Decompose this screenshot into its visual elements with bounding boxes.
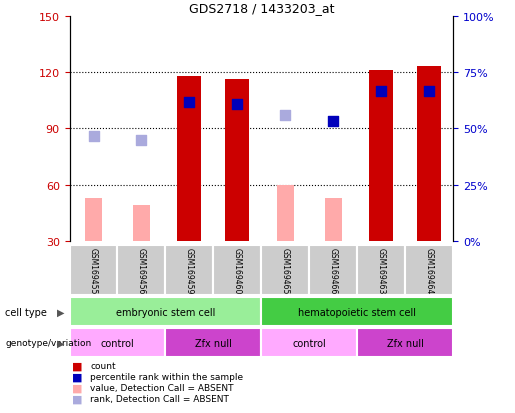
Text: ■: ■ [72,361,82,370]
Text: value, Detection Call = ABSENT: value, Detection Call = ABSENT [90,383,234,392]
Bar [70,297,261,326]
Point [329,118,337,125]
Bar [133,206,150,242]
Text: GSM169455: GSM169455 [89,247,98,294]
Bar [85,199,102,242]
Text: GSM169459: GSM169459 [185,247,194,294]
Text: ■: ■ [72,394,82,404]
Text: count: count [90,361,116,370]
Point [377,88,385,95]
Bar [165,328,261,357]
Point [185,100,194,106]
Point [138,137,146,144]
Bar [277,185,294,242]
Bar [417,67,441,242]
Bar [369,71,393,242]
Bar [213,246,261,295]
Text: GSM169460: GSM169460 [233,247,242,294]
Bar [261,297,453,326]
Text: ■: ■ [72,372,82,382]
Bar [70,246,117,295]
Bar [178,76,201,242]
Text: percentile rank within the sample: percentile rank within the sample [90,372,243,381]
Point [90,133,98,140]
Text: GSM169466: GSM169466 [329,247,338,294]
Text: ■: ■ [72,383,82,393]
Text: genotype/variation: genotype/variation [5,338,91,347]
Text: control: control [293,338,326,348]
Bar [357,328,453,357]
Bar [310,246,357,295]
Bar [117,246,165,295]
Bar [165,246,213,295]
Bar [70,328,165,357]
Text: hematopoietic stem cell: hematopoietic stem cell [298,307,416,317]
Text: cell type: cell type [5,307,47,317]
Text: Zfx null: Zfx null [195,338,232,348]
Point [281,113,289,119]
Text: GSM169463: GSM169463 [377,247,386,294]
Text: embryonic stem cell: embryonic stem cell [116,307,215,317]
Text: GSM169464: GSM169464 [425,247,434,294]
Bar [405,246,453,295]
Bar [261,246,310,295]
Text: ▶: ▶ [57,307,64,317]
Bar [261,328,357,357]
Text: GSM169465: GSM169465 [281,247,290,294]
Text: GSM169456: GSM169456 [137,247,146,294]
Point [425,88,433,95]
Bar [325,199,341,242]
Text: rank, Detection Call = ABSENT: rank, Detection Call = ABSENT [90,394,229,404]
Title: GDS2718 / 1433203_at: GDS2718 / 1433203_at [188,2,334,15]
Text: Zfx null: Zfx null [387,338,424,348]
Text: control: control [100,338,134,348]
Text: ▶: ▶ [57,338,64,348]
Point [233,101,242,108]
Bar [226,80,249,242]
Bar [357,246,405,295]
